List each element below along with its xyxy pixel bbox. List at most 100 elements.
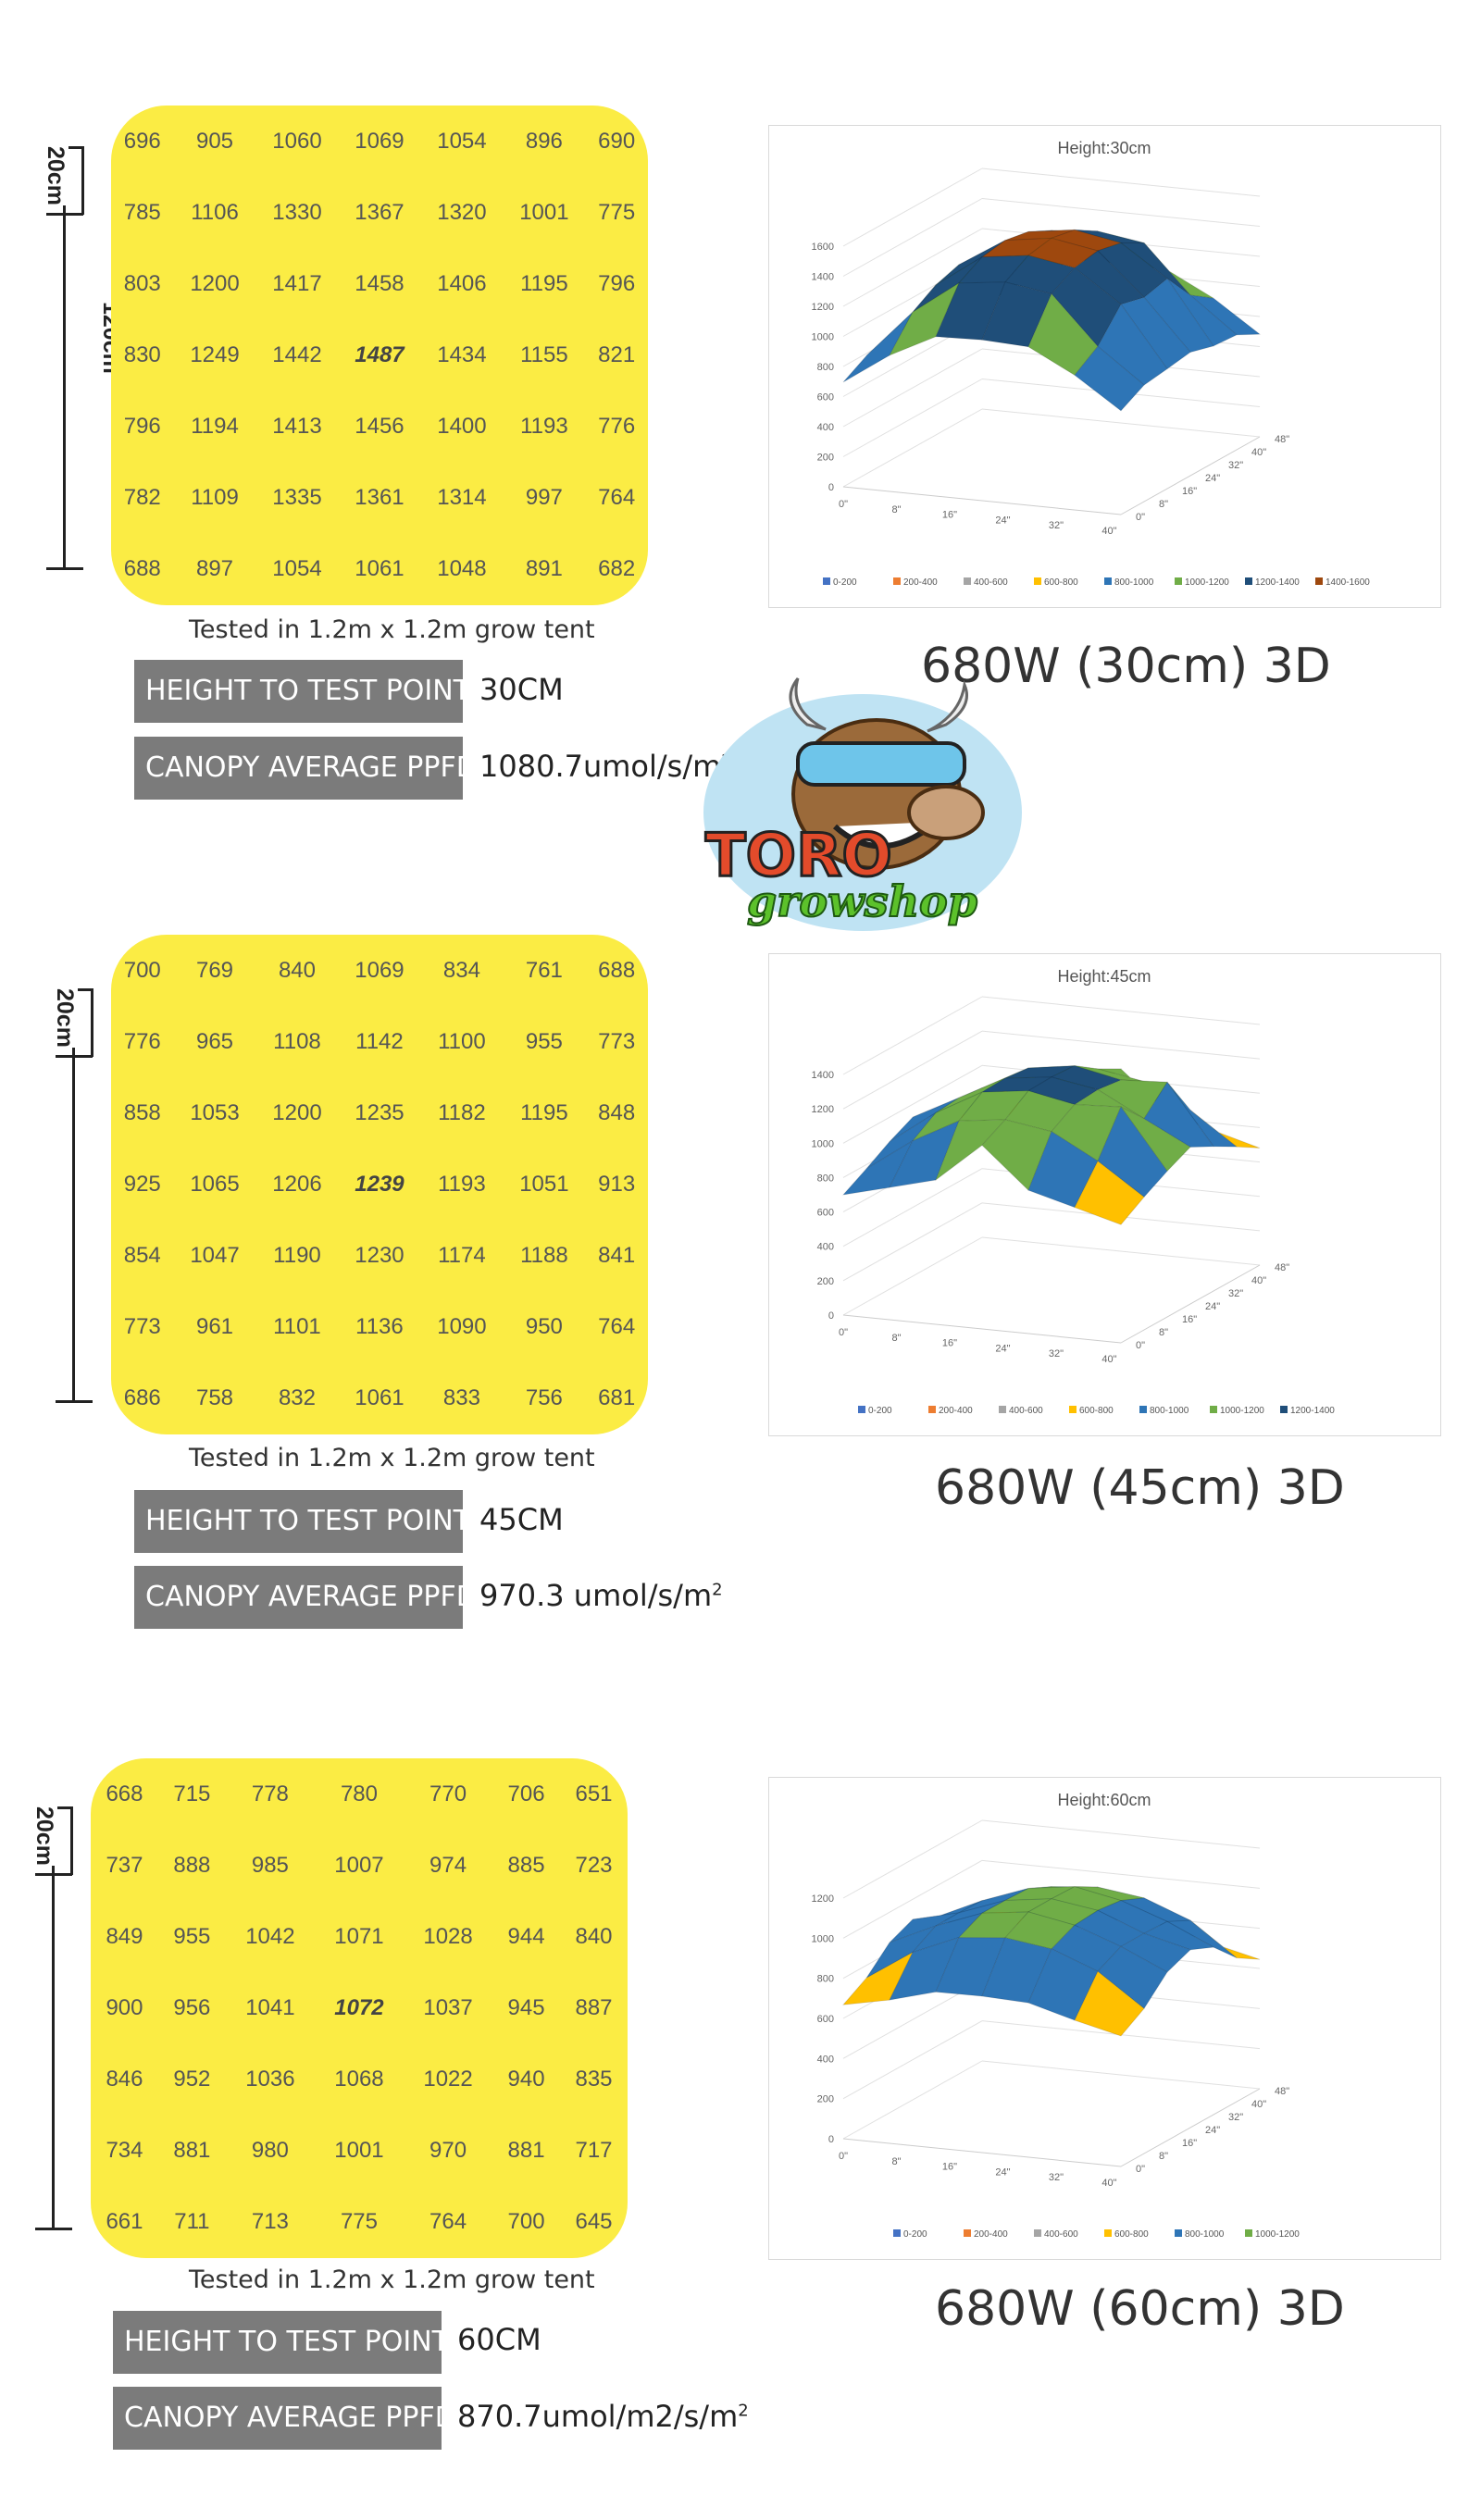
grid-cell: 945: [507, 1994, 545, 2020]
grid-cell: 1330: [272, 199, 322, 225]
grid-cell: 881: [173, 2138, 211, 2164]
grid-cell: 1193: [520, 414, 568, 440]
grid-cell: 1230: [355, 1243, 404, 1269]
x-tick-label: 24": [995, 1343, 1010, 1354]
grid-cell: 775: [340, 2209, 378, 2235]
y-tick-label: 8": [1159, 1327, 1168, 1338]
grid-row: 849 955 1042 1071 1028 944 840: [91, 1901, 628, 1972]
big-title: 680W (45cm) 3D: [935, 1460, 1345, 1516]
grid-cell: 1109: [191, 485, 239, 511]
ruler-small-label: 20cm: [42, 146, 68, 205]
grid-cell: 1320: [437, 199, 487, 225]
grid-cell: 1037: [423, 1994, 473, 2020]
grid-cell: 1054: [437, 128, 487, 154]
grid-cell: 905: [195, 128, 234, 154]
ruler: 20cm 120cm: [37, 988, 133, 1414]
grid-cell: 776: [598, 414, 636, 440]
grid-row: 830 1249 1442 1487 1434 1155 821: [111, 319, 648, 391]
grid-cell: 1053: [190, 1099, 240, 1125]
chart-svg: Height:60cm 0 200 400 600 800 1000 1200 0" 8" 16" 2…: [812, 1791, 1301, 2240]
legend-swatch: [893, 2229, 901, 2237]
grid-cell: 682: [598, 556, 636, 582]
grid-cell: 796: [598, 270, 636, 296]
grid-row: 734 881 980 1001 970 881 717: [91, 2116, 628, 2187]
grid-cell: 1155: [520, 341, 568, 367]
grid-cell: 832: [278, 1385, 316, 1411]
gridline: [981, 996, 1261, 1025]
legend-swatch: [1139, 1406, 1147, 1413]
grid-cell: 778: [251, 1781, 289, 1806]
grid-row: 854 1047 1190 1230 1174 1188 841: [111, 1221, 648, 1292]
grid-cell: 1239: [355, 1171, 404, 1197]
surface-cell: [1142, 1920, 1215, 1951]
y-tick-label: 16": [1182, 486, 1197, 497]
ppfd-table: 668 715 778 780 770 706 651 737 888 985 1007 974 885…: [91, 1758, 628, 2258]
grid-cell: 1065: [190, 1171, 240, 1197]
grid-cell: 1361: [355, 485, 404, 511]
z-tick-label: 1200: [812, 302, 834, 313]
grid-cell: 764: [429, 2209, 467, 2235]
legend-label: 1200-1400: [1290, 1406, 1335, 1416]
grid-cell: 734: [106, 2138, 143, 2164]
grid-cell: 848: [598, 1099, 636, 1125]
grid-cell: 950: [525, 1314, 563, 1340]
ppfd-value-sup: 2: [738, 2401, 749, 2421]
z-tick-label: 400: [817, 422, 834, 433]
surface-cell: [1165, 1919, 1238, 1959]
legend-swatch: [858, 1406, 865, 1413]
x-tick-label: 32": [1049, 2172, 1064, 2183]
grid-cell: 775: [598, 199, 636, 225]
legend-swatch: [1210, 1406, 1217, 1413]
chart-title: Height:30cm: [1057, 139, 1151, 157]
grid-cell: 974: [429, 1852, 467, 1878]
legend-swatch: [928, 1406, 936, 1413]
grid-cell: 688: [598, 957, 636, 983]
y-tick-label: 24": [1205, 473, 1220, 484]
axis-line: [842, 1314, 1122, 1344]
x-tick-label: 32": [1049, 520, 1064, 531]
ppfd-value: 1080.7umol/s/m2: [479, 749, 732, 784]
grid-row: 900 956 1041 1072 1037 945 887: [91, 1972, 628, 2043]
grid-cell: 821: [598, 341, 636, 367]
grid-cell: 1061: [355, 1385, 404, 1411]
grid-cell: 944: [507, 1923, 545, 1949]
ruler-small-label: 20cm: [51, 988, 78, 1048]
ppfd-badge: CANOPY AVERAGE PPFD: [134, 737, 478, 800]
section-30cm: 20cm 120cm 696 905 1060 1069 1054 896 690 785 11…: [0, 0, 1481, 833]
grid-cell: 723: [575, 1852, 613, 1878]
legend-swatch: [1069, 1406, 1077, 1413]
surface-cell: [1097, 1106, 1168, 1198]
ppfd-value: 870.7umol/m2/s/m2: [457, 2399, 749, 2434]
grid-row: 785 1106 1330 1367 1320 1001 775: [111, 177, 648, 248]
surface-cell: [1166, 1082, 1238, 1148]
ppfd-grid: 700 769 840 1069 834 761 688 776 965 1108 1142 1100…: [111, 935, 648, 1434]
z-tick-label: 600: [817, 1208, 834, 1219]
section-60cm: 20cm 120cm 668 715 778 780 770 706 651 737 888 98…: [0, 1758, 1481, 2499]
grid-cell: 1487: [355, 341, 404, 367]
gridline: [981, 1859, 1261, 1889]
grid-cell: 1458: [355, 270, 404, 296]
grid-cell: 1047: [190, 1243, 240, 1269]
surface-cell: [1143, 1081, 1214, 1148]
axis-line: [842, 486, 1122, 515]
grid-cell: 1072: [334, 1994, 384, 2020]
grid-cell: 1235: [355, 1099, 404, 1125]
surface-cell: [1120, 296, 1191, 370]
grid-row: 661 711 713 775 764 700 645: [91, 2187, 628, 2258]
grid-cell: 1335: [272, 485, 322, 511]
height-value: 30CM: [479, 672, 564, 707]
legend-swatch: [893, 577, 901, 585]
grid-cell: 1048: [437, 556, 487, 582]
chart-title: Height:60cm: [1057, 1791, 1151, 1809]
z-tick-label: 1400: [812, 1070, 834, 1081]
grid-cell: 1069: [355, 128, 404, 154]
surface-cell: [1119, 1932, 1191, 1973]
grid-cell: 965: [195, 1028, 234, 1054]
grid-cell: 690: [598, 128, 636, 154]
z-tick-label: 800: [817, 1974, 834, 1985]
y-tick-label: 40": [1251, 447, 1266, 458]
x-tick-label: 40": [1101, 526, 1116, 537]
legend-label: 0-200: [903, 2229, 927, 2240]
grid-cell: 769: [195, 957, 234, 983]
grid-cell: 888: [173, 1852, 211, 1878]
